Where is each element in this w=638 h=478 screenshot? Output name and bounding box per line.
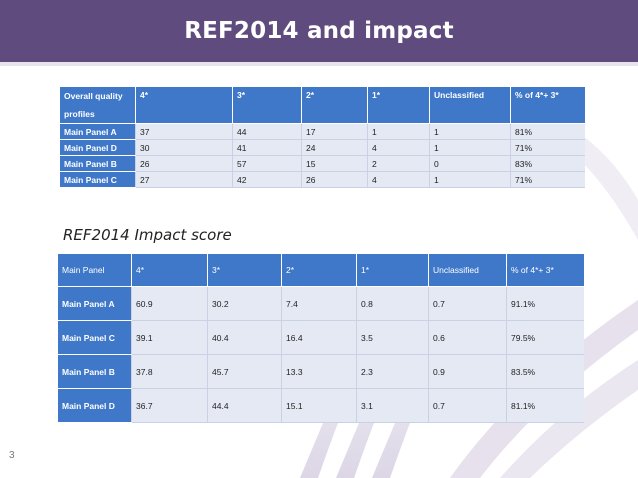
table-cell: 0 — [429, 155, 511, 172]
table-cell: 91.1% — [506, 286, 584, 321]
quality-profile-table: Overall quality profiles 4* 3* 2* 1* Unc… — [59, 87, 585, 188]
header-cell: 3* — [207, 254, 282, 287]
table-cell: 39.1 — [131, 320, 208, 355]
table-cell: 44.4 — [207, 388, 282, 423]
table-cell: 4 — [367, 139, 430, 156]
table-cell: 0.9 — [428, 354, 507, 389]
table-cell: 2 — [367, 155, 430, 172]
table-cell: 41 — [232, 139, 302, 156]
table-row: Main Panel A 37 44 17 1 1 81% — [59, 123, 585, 140]
table-cell: 36.7 — [131, 388, 208, 423]
table-cell: 37.8 — [131, 354, 208, 389]
table-cell: 71% — [510, 171, 585, 188]
table-cell: 60.9 — [131, 286, 208, 321]
table-row: Main Panel C 39.1 40.4 16.4 3.5 0.6 79.5… — [57, 320, 584, 355]
row-header-cell: Main Panel D — [57, 388, 132, 423]
table-header-row: Main Panel 4* 3* 2* 1* Unclassified % of… — [57, 254, 584, 287]
table-cell: 15.1 — [281, 388, 357, 423]
table-cell: 83% — [510, 155, 585, 172]
table-cell: 40.4 — [207, 320, 282, 355]
table-cell: 3.1 — [356, 388, 429, 423]
table-cell: 1 — [429, 139, 511, 156]
table-cell: 79.5% — [506, 320, 584, 355]
table-cell: 0.6 — [428, 320, 507, 355]
header-cell: 1* — [356, 254, 429, 287]
row-header-cell: Main Panel D — [59, 139, 136, 156]
table-row: Main Panel B 37.8 45.7 13.3 2.3 0.9 83.5… — [57, 354, 584, 389]
table-cell: 27 — [135, 171, 233, 188]
table-row: Main Panel B 26 57 15 2 0 83% — [59, 155, 585, 172]
row-header-cell: Main Panel B — [57, 354, 132, 389]
header-cell: % of 4*+ 3* — [506, 254, 584, 287]
table-cell: 0.7 — [428, 286, 507, 321]
header-cell: 4* — [135, 87, 233, 124]
slide-title: REF2014 and impact — [184, 18, 454, 44]
table-cell: 1 — [429, 123, 511, 140]
table-cell: 13.3 — [281, 354, 357, 389]
table-cell: 57 — [232, 155, 302, 172]
table-cell: 30.2 — [207, 286, 282, 321]
header-cell: 4* — [131, 254, 208, 287]
table-header-row: Overall quality profiles 4* 3* 2* 1* Unc… — [59, 87, 585, 124]
row-header-cell: Main Panel C — [59, 171, 136, 188]
header-cell: Overall quality profiles — [59, 87, 136, 124]
table-row: Main Panel C 27 42 26 4 1 71% — [59, 171, 585, 188]
header-cell: 1* — [367, 87, 430, 124]
table-cell: 26 — [135, 155, 233, 172]
table-cell: 0.8 — [356, 286, 429, 321]
table-cell: 45.7 — [207, 354, 282, 389]
table-cell: 17 — [301, 123, 368, 140]
table-cell: 44 — [232, 123, 302, 140]
table-cell: 42 — [232, 171, 302, 188]
table-cell: 2.3 — [356, 354, 429, 389]
table-cell: 81% — [510, 123, 585, 140]
header-cell: 2* — [281, 254, 357, 287]
impact-score-table: Main Panel 4* 3* 2* 1* Unclassified % of… — [57, 254, 584, 423]
table-cell: 30 — [135, 139, 233, 156]
page-number: 3 — [9, 450, 15, 461]
header-cell: Unclassified — [428, 254, 507, 287]
header-cell: % of 4*+ 3* — [510, 87, 585, 124]
table-cell: 3.5 — [356, 320, 429, 355]
table-cell: 15 — [301, 155, 368, 172]
table-cell: 4 — [367, 171, 430, 188]
table-cell: 1 — [367, 123, 430, 140]
header-cell: Main Panel — [57, 254, 132, 287]
row-header-cell: Main Panel A — [57, 286, 132, 321]
impact-score-heading: REF2014 Impact score — [63, 226, 232, 244]
title-bar: REF2014 and impact — [0, 0, 638, 62]
header-cell: Unclassified — [429, 87, 511, 124]
table-row: Main Panel D 30 41 24 4 1 71% — [59, 139, 585, 156]
title-bar-shadow — [0, 62, 638, 66]
table-cell: 16.4 — [281, 320, 357, 355]
table-row: Main Panel D 36.7 44.4 15.1 3.1 0.7 81.1… — [57, 388, 584, 423]
header-cell: 3* — [232, 87, 302, 124]
table-cell: 83.5% — [506, 354, 584, 389]
header-cell: 2* — [301, 87, 368, 124]
table-cell: 7.4 — [281, 286, 357, 321]
table-cell: 26 — [301, 171, 368, 188]
row-header-cell: Main Panel C — [57, 320, 132, 355]
row-header-cell: Main Panel A — [59, 123, 136, 140]
table-cell: 37 — [135, 123, 233, 140]
table-row: Main Panel A 60.9 30.2 7.4 0.8 0.7 91.1% — [57, 286, 584, 321]
table-cell: 24 — [301, 139, 368, 156]
row-header-cell: Main Panel B — [59, 155, 136, 172]
table-cell: 1 — [429, 171, 511, 188]
table-cell: 71% — [510, 139, 585, 156]
table-cell: 0.7 — [428, 388, 507, 423]
table-cell: 81.1% — [506, 388, 584, 423]
